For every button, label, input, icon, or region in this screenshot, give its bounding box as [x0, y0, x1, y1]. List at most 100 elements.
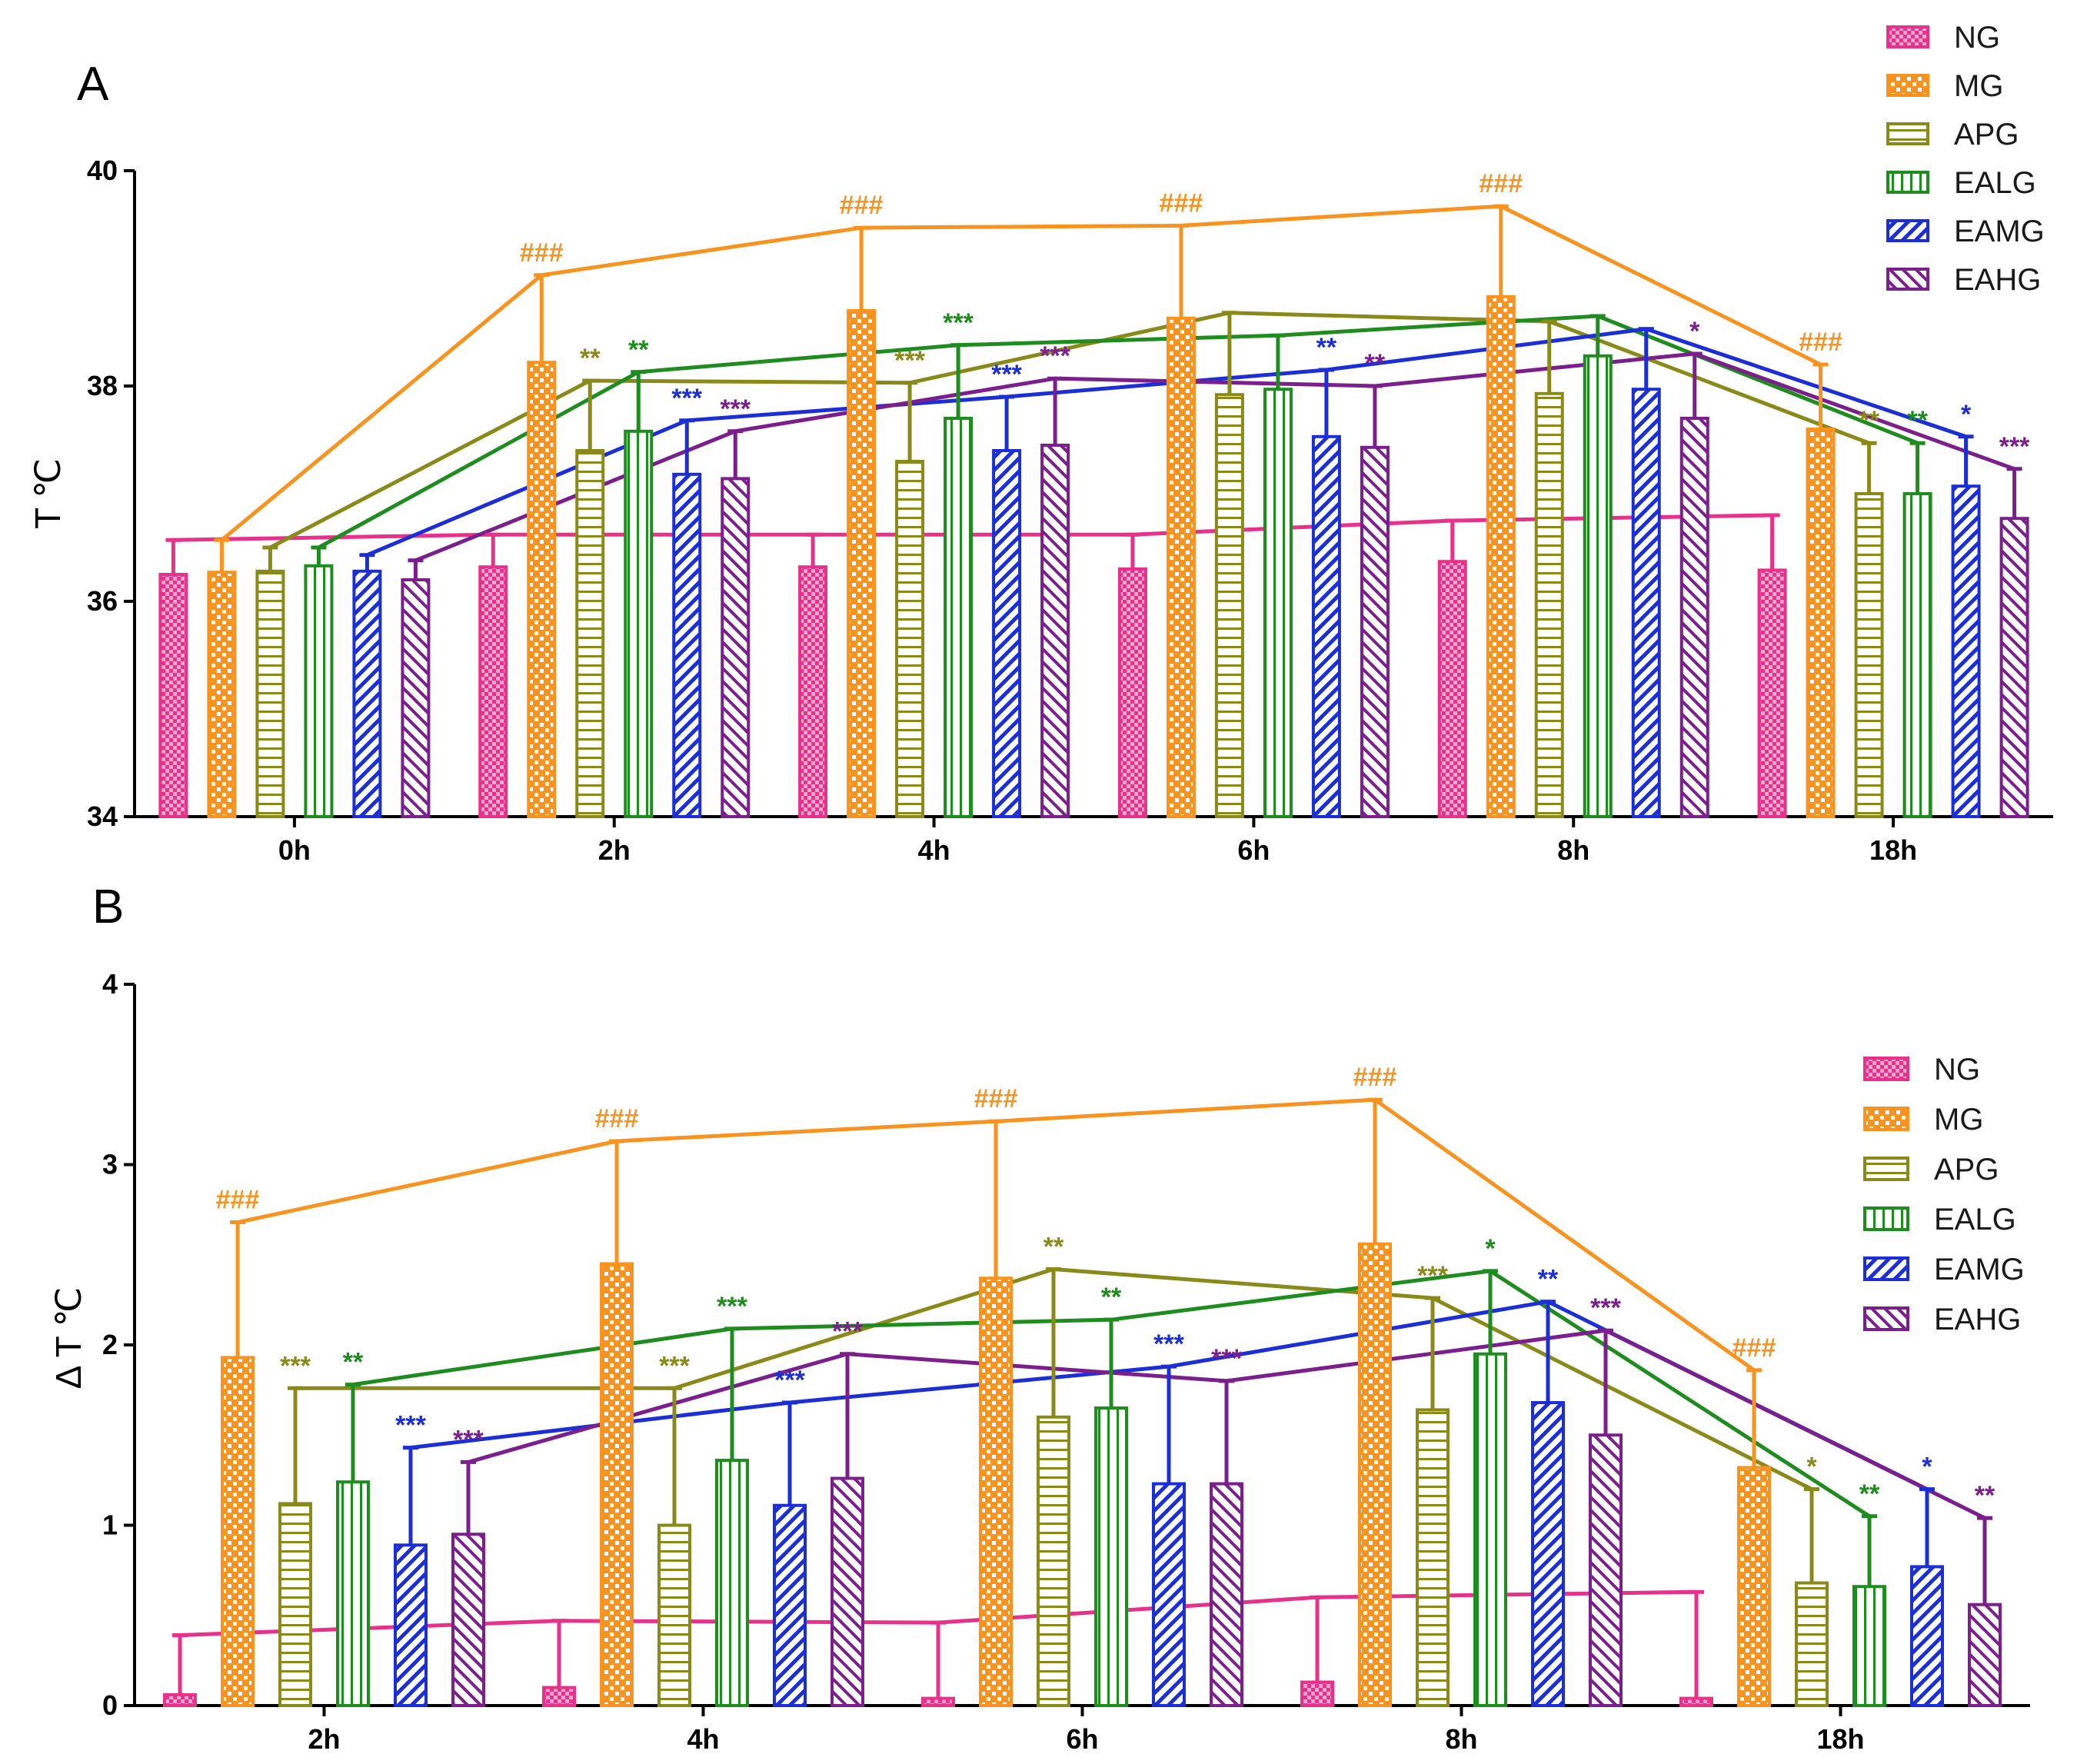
panel-b-annotation-ealg-4h: ***	[717, 1292, 747, 1321]
panel-a-bar-eamg-0h	[352, 569, 382, 818]
panel-a: A 34 36 38 40 0h 2h 4h 6h 8h 18h T ℃ ### ### ### ### #…	[28, 21, 2053, 866]
panel-a-bar-ng-4h	[798, 565, 828, 818]
panel-a-annotation-eamg-2h: ***	[671, 384, 702, 413]
panel-b-bar-apg-4h	[657, 1523, 691, 1707]
panel-a-annotation-eahg-6h: **	[1365, 349, 1386, 378]
panel-a-bar-eahg-18h	[1999, 517, 2029, 818]
panel-a-x-tick-label-0h: 0h	[278, 834, 311, 866]
panel-b-bar-ealg-8h	[1473, 1352, 1507, 1707]
panel-b-annotation-eahg-2h: ***	[453, 1425, 484, 1454]
panel-b-legend-swatch-mg	[1863, 1107, 1909, 1131]
panel-b-annotation-apg-4h: ***	[659, 1351, 690, 1380]
panel-a-y-tick-label: 40	[87, 155, 118, 186]
panel-a-bar-eamg-4h	[992, 449, 1022, 818]
panel-b-y-tick-label: 2	[102, 1329, 118, 1360]
panel-a-axes: 34 36 38 40 0h 2h 4h 6h 8h 18h T ℃	[28, 155, 2053, 866]
panel-a-annotation-mg-8h: ###	[1479, 169, 1523, 198]
panel-a-bar-eamg-6h	[1311, 434, 1341, 818]
panel-a-bar-ng-8h	[1437, 560, 1467, 818]
panel-a-annotation-eamg-18h: *	[1961, 400, 1972, 429]
panel-a-bar-eamg-2h	[672, 472, 702, 818]
panel-a-bar-ng-0h	[158, 573, 188, 818]
panel-b-y-tick-label: 1	[102, 1509, 118, 1541]
panel-a-legend-swatch-apg	[1886, 122, 1929, 145]
panel-b-annotation-apg-8h: ***	[1417, 1261, 1448, 1290]
panel-b-annotation-apg-6h: **	[1043, 1233, 1064, 1262]
panel-b-bar-ealg-18h	[1852, 1585, 1886, 1707]
panel-b-annotation-ealg-8h: *	[1485, 1234, 1496, 1263]
panel-a-bar-eamg-18h	[1951, 484, 1981, 818]
panel-b-annotation-eamg-6h: ***	[1153, 1330, 1184, 1359]
panel-a-bar-ng-6h	[1117, 567, 1147, 818]
panel-b-bar-mg-2h	[221, 1356, 255, 1708]
panel-b-letter: B	[92, 880, 124, 934]
panel-b-annotation-mg-4h: ###	[595, 1104, 639, 1133]
panel-b-connector-lines	[179, 1097, 1986, 1638]
panel-a-bar-eahg-2h	[721, 477, 751, 819]
panel-b-legend-swatch-eamg	[1863, 1256, 1909, 1281]
panel-a-bar-ealg-0h	[304, 564, 334, 818]
panel-a-annotation-ealg-4h: ***	[943, 308, 974, 338]
panel-b-y-tick-label: 3	[102, 1149, 118, 1180]
panel-b-bar-mg-4h	[600, 1262, 634, 1707]
panel-b-x-tick-label-8h: 8h	[1445, 1723, 1477, 1755]
panel-a-bar-eahg-8h	[1679, 417, 1709, 818]
panel-b-bars	[163, 1097, 2002, 1708]
panel-b-bar-ealg-2h	[336, 1480, 370, 1707]
panel-a-bar-mg-18h	[1806, 428, 1836, 818]
panel-a-x-tick-label-8h: 8h	[1557, 834, 1589, 866]
panel-b: B 0 1 2 3 4 2h 4h 6h 8h 18h Δ T ℃ ### ### ### ### ### *…	[48, 880, 2030, 1755]
panel-a-bar-ng-18h	[1757, 568, 1787, 819]
panel-a-legend-label-ng: NG	[1954, 21, 2000, 55]
panel-b-annotation-eahg-6h: ***	[1211, 1344, 1242, 1373]
panel-a-bar-eahg-0h	[401, 578, 431, 818]
panel-b-bar-eahg-8h	[1589, 1433, 1623, 1707]
panel-b-legend-label-mg: MG	[1934, 1103, 1983, 1137]
panel-a-y-tick-label: 38	[87, 370, 118, 401]
panel-b-bar-eamg-4h	[773, 1503, 807, 1707]
panel-b-annotation-mg-18h: ###	[1732, 1333, 1776, 1363]
panel-a-annotation-mg-18h: ###	[1799, 328, 1842, 357]
panel-a-annotation-eamg-6h: **	[1316, 333, 1337, 362]
panel-a-annotation-eahg-8h: *	[1689, 317, 1700, 346]
panel-b-annotation-eamg-4h: ***	[774, 1366, 805, 1395]
panel-a-bar-ng-2h	[478, 565, 508, 818]
panel-a-bar-eamg-8h	[1631, 388, 1661, 818]
panel-a-legend-swatch-ng	[1886, 25, 1929, 48]
panel-a-bar-eahg-6h	[1360, 445, 1390, 818]
panel-a-legend-label-eahg: EAHG	[1954, 263, 2041, 297]
panel-b-bar-apg-6h	[1037, 1415, 1070, 1708]
panel-b-annotation-ealg-2h: **	[343, 1348, 364, 1377]
panel-b-bar-ng-2h	[163, 1692, 197, 1707]
panel-a-x-tick-label-2h: 2h	[598, 834, 631, 866]
panel-b-legend-swatch-eahg	[1863, 1306, 1909, 1331]
panel-b-bar-eamg-6h	[1152, 1482, 1186, 1707]
panel-b-y-tick-label: 4	[102, 968, 118, 1000]
panel-a-bar-ealg-18h	[1902, 492, 1932, 818]
panel-a-x-tick-label-4h: 4h	[918, 834, 950, 866]
panel-a-annotation-apg-2h: **	[580, 344, 601, 373]
panel-a-bar-mg-6h	[1166, 316, 1196, 818]
panel-b-annotation-eamg-8h: **	[1538, 1265, 1559, 1294]
panel-b-bar-ng-6h	[921, 1696, 955, 1708]
panel-a-bar-mg-4h	[847, 309, 877, 818]
panel-b-annotations: ###############*** ***** *****************…	[216, 1063, 1995, 1510]
panel-b-bar-ealg-4h	[715, 1459, 749, 1707]
panel-b-bar-eamg-8h	[1531, 1401, 1565, 1708]
panel-a-bars	[158, 204, 2029, 819]
panel-b-bar-eamg-2h	[394, 1543, 428, 1708]
panel-a-annotation-ealg-2h: **	[628, 335, 649, 364]
panel-a-legend-label-eamg: EAMG	[1954, 215, 2045, 248]
panel-b-x-tick-label-2h: 2h	[308, 1723, 340, 1755]
panel-b-x-tick-label-18h: 18h	[1816, 1723, 1864, 1755]
panel-b-legend-label-eahg: EAHG	[1934, 1303, 2021, 1336]
panel-b-y-tick-label: 0	[102, 1689, 118, 1721]
panel-a-bar-apg-0h	[255, 569, 285, 818]
panel-a-annotation-mg-4h: ###	[840, 191, 884, 220]
panel-b-annotation-eahg-8h: ***	[1590, 1293, 1621, 1323]
panel-a-bar-apg-8h	[1534, 391, 1564, 818]
panel-a-x-tick-label-6h: 6h	[1237, 834, 1270, 866]
panel-b-legend-swatch-apg	[1863, 1157, 1909, 1181]
panel-a-legend-label-apg: APG	[1954, 118, 2019, 151]
